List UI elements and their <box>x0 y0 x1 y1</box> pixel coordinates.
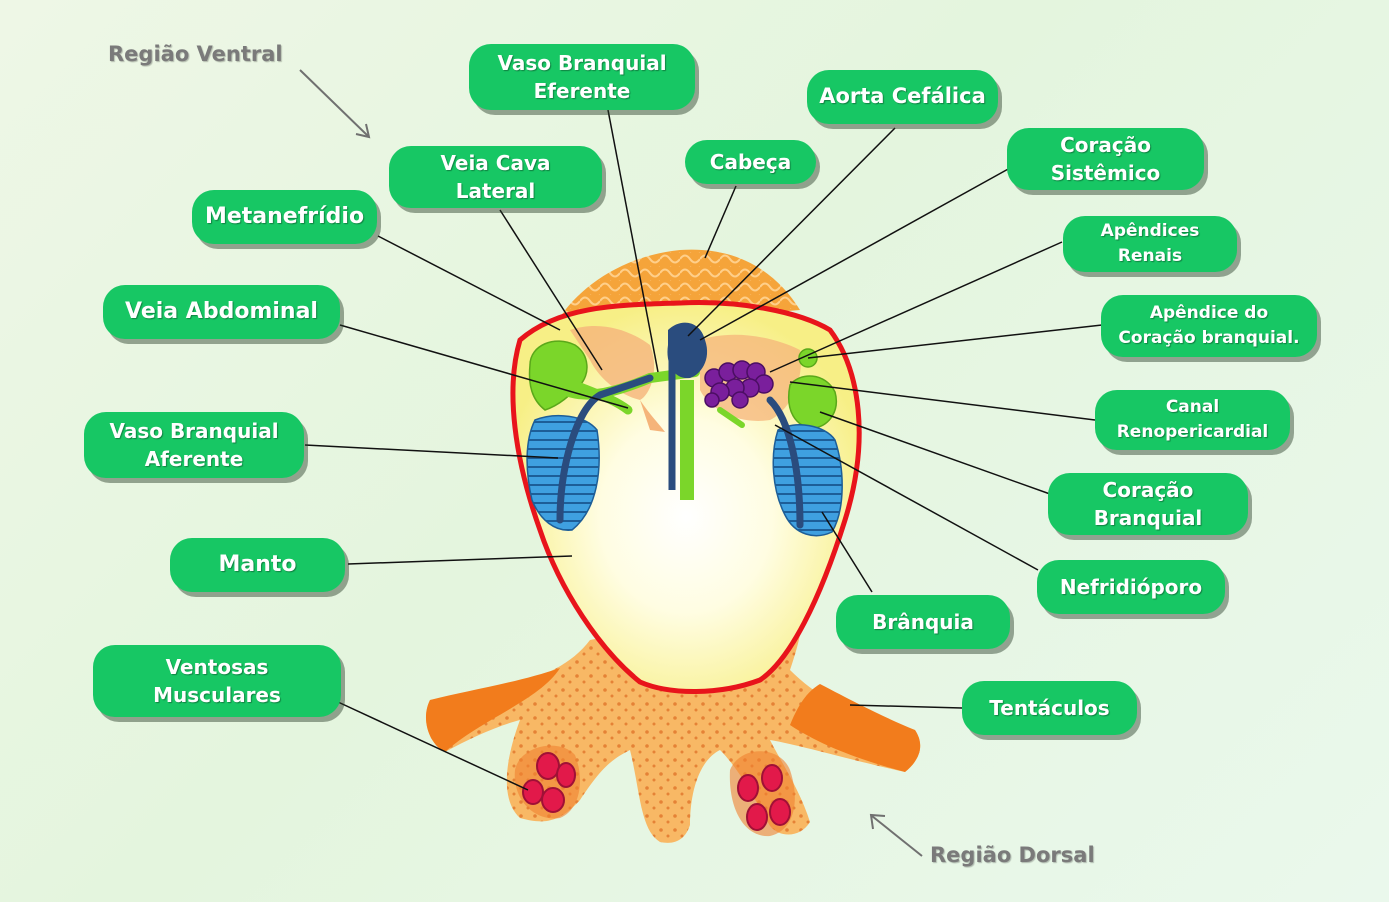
label-vaso-branquial-eferente: Vaso Branquial Eferente <box>469 44 695 110</box>
suckers-right <box>729 751 795 837</box>
dorsal-arrow <box>871 815 923 857</box>
dorsal-arrow-head <box>869 813 886 830</box>
label-apendice-coracao-branquial: Apêndice do Coração branquial. <box>1101 295 1317 357</box>
region-dorsal-label: Região Dorsal <box>930 843 1095 867</box>
label-coracao-branquial: Coração Branquial <box>1048 473 1248 535</box>
label-nefridioporo: Nefridióporo <box>1037 560 1225 614</box>
label-veia-cava-lateral: Veia Cava Lateral <box>389 146 602 208</box>
ventral-arrow <box>299 69 369 137</box>
label-aorta-cefalica: Aorta Cefálica <box>807 70 998 124</box>
label-coracao-sistemico: Coração Sistêmico <box>1007 128 1204 190</box>
label-cabeca: Cabeça <box>685 140 816 184</box>
label-canal-renopericardial: Canal Renopericardial <box>1095 390 1290 450</box>
region-ventral-label: Região Ventral <box>108 42 283 66</box>
label-manto: Manto <box>170 538 345 592</box>
label-veia-abdominal: Veia Abdominal <box>103 285 340 339</box>
kidney-right <box>788 375 837 429</box>
leader-lines <box>304 109 1103 791</box>
systemic-heart <box>667 322 708 379</box>
label-apendices-renais: Apêndices Renais <box>1063 216 1237 272</box>
label-metanefridio: Metanefrídio <box>192 190 377 244</box>
label-branquia: Brânquia <box>836 595 1010 649</box>
branchial-heart <box>704 360 774 409</box>
label-vaso-branquial-aferente: Vaso Branquial Aferente <box>84 412 304 478</box>
label-tentaculos: Tentáculos <box>962 681 1137 735</box>
ventral-arrow-head <box>355 123 371 139</box>
suckers-left <box>514 745 580 819</box>
label-ventosas-musculares: Ventosas Musculares <box>93 645 341 717</box>
